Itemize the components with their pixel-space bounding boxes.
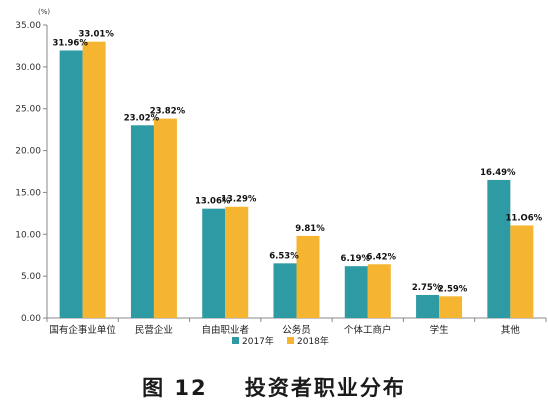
- data-label: 11.O6%: [505, 213, 542, 223]
- legend-label: 2018年: [297, 335, 329, 347]
- data-label: 2.59%: [438, 284, 468, 294]
- y-tick-label: 15.00: [15, 188, 41, 198]
- data-label: 9.81%: [295, 224, 325, 234]
- x-category-label: 其他: [501, 324, 521, 336]
- x-axis-categories: 国有企事业单位 民营企业 自由职业者 公务员 个体工商户 学生 其他: [49, 324, 520, 336]
- legend-label: 2017年: [242, 335, 274, 347]
- y-axis: 0.00 5.00 10.00 15.00 20.00 25.00 30.00 35.00: [15, 21, 547, 324]
- y-tick-label: 10.00: [15, 230, 41, 240]
- bar-2018: [439, 296, 463, 318]
- data-label: 23.02%: [124, 113, 160, 123]
- data-label: 16.49%: [480, 168, 516, 178]
- bar-2017: [130, 125, 154, 319]
- x-category-label: 自由职业者: [201, 324, 249, 336]
- bar-2017: [273, 263, 297, 318]
- bar-2018: [296, 235, 320, 318]
- y-tick-label: 5.00: [21, 272, 41, 282]
- bars-group: [59, 41, 534, 319]
- data-labels-group: 31.96%33.01% 23.02%23.82% 13.06%13.29% 6.53…: [52, 30, 542, 295]
- legend: 2017年 2018年: [232, 335, 329, 347]
- x-category-label: 公务员: [282, 324, 311, 336]
- data-label: 23.82%: [150, 107, 186, 117]
- x-category-label: 学生: [430, 324, 450, 336]
- x-category-label: 民营企业: [135, 324, 173, 336]
- bar-2018: [153, 118, 177, 318]
- bar-2018: [367, 264, 391, 318]
- x-category-label: 个体工商户: [344, 324, 392, 336]
- bar-2018: [82, 41, 106, 318]
- y-tick-label: 30.00: [15, 63, 41, 73]
- x-category-label: 国有企事业单位: [49, 324, 116, 336]
- bar-2017: [202, 208, 226, 318]
- data-label: 6.42%: [367, 252, 397, 262]
- bar-2017: [487, 179, 511, 318]
- data-label: 31.96%: [52, 38, 88, 48]
- legend-swatch: [287, 337, 294, 344]
- bar-2018: [225, 206, 249, 318]
- data-label: 13.29%: [221, 195, 257, 205]
- data-label: 2.75%: [412, 283, 442, 293]
- y-unit-label: (%): [38, 8, 50, 16]
- y-tick-label: 35.00: [15, 21, 41, 31]
- data-label: 6.19%: [341, 254, 371, 264]
- data-label: 6.53%: [269, 251, 299, 261]
- data-label: 33.01%: [78, 30, 114, 40]
- figure-caption: 图 12 投资者职业分布: [142, 376, 406, 400]
- y-tick-label: 0.00: [21, 314, 41, 324]
- legend-swatch: [232, 337, 239, 344]
- bar-2017: [59, 50, 83, 318]
- bar-2017: [344, 266, 368, 318]
- y-tick-label: 20.00: [15, 147, 41, 157]
- bar-2018: [510, 225, 534, 318]
- bar-2017: [416, 294, 440, 318]
- y-tick-label: 25.00: [15, 105, 41, 115]
- data-label: 13.06%: [195, 197, 231, 207]
